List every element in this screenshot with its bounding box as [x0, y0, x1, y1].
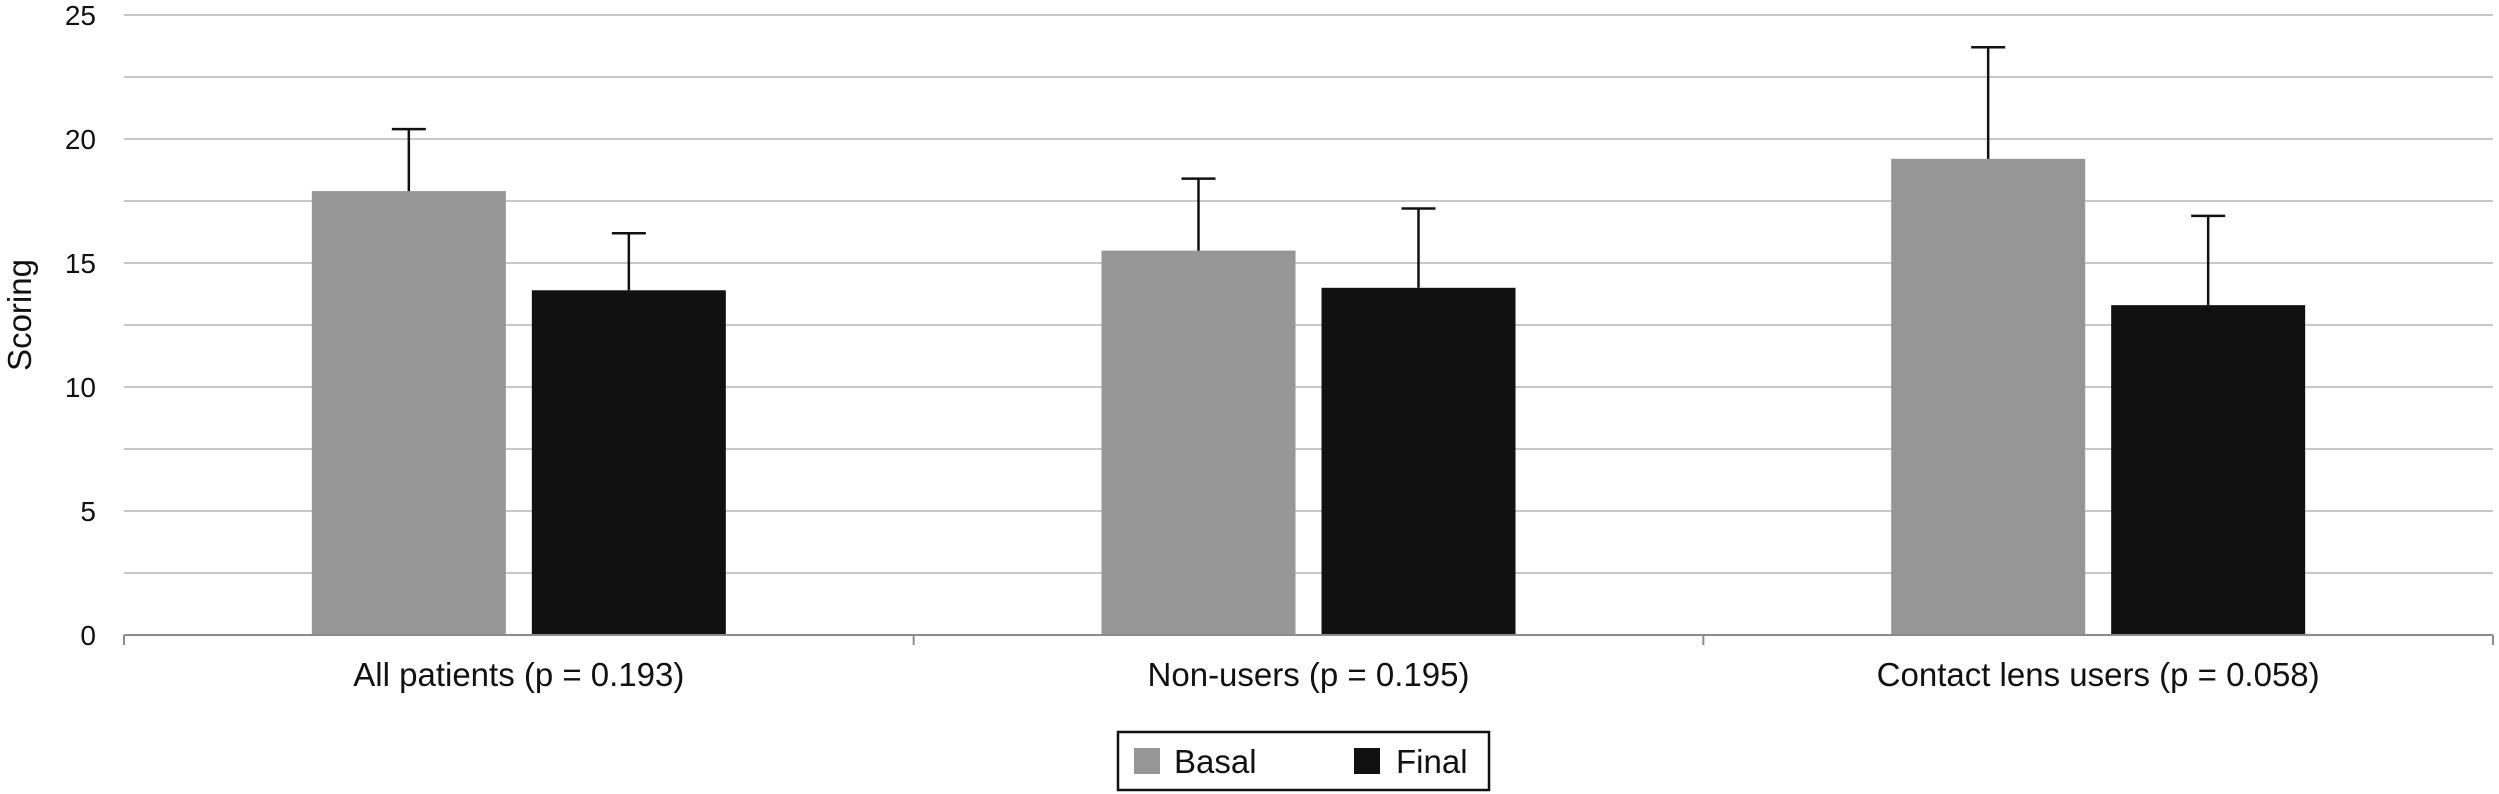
legend-label-final: Final: [1396, 743, 1468, 780]
x-category-label: Contact lens users (p = 0.058): [1877, 656, 2320, 693]
bar-basal: [1891, 158, 2086, 635]
x-axis: All patients (p = 0.193) Non-users (p = 0…: [123, 634, 2494, 693]
gridlines: [124, 14, 2493, 574]
bar-final: [2111, 305, 2306, 635]
y-tick-label: 25: [65, 0, 96, 31]
y-tick-label: 15: [65, 248, 96, 279]
y-axis-title: Scoring: [1, 259, 38, 371]
legend-box: [1116, 730, 1491, 792]
x-category-label: All patients (p = 0.193): [353, 656, 684, 693]
bar-final: [531, 290, 726, 635]
x-category-label: Non-users (p = 0.195): [1148, 656, 1470, 693]
legend-swatch-final: [1354, 748, 1380, 774]
bars: [311, 158, 2306, 635]
legend: Basal Final: [1116, 730, 1491, 792]
y-tick-label: 0: [80, 620, 96, 651]
bar-final: [1321, 287, 1516, 635]
error-bars: [391, 45, 2226, 306]
y-tick-label: 20: [65, 124, 96, 155]
y-axis-ticks: 0 5 10 15 20 25: [65, 0, 96, 651]
y-tick-label: 5: [80, 496, 96, 527]
bar-basal: [1101, 250, 1296, 635]
legend-label-basal: Basal: [1174, 743, 1257, 780]
legend-swatch-basal: [1134, 748, 1160, 774]
bar-basal: [311, 191, 506, 635]
y-tick-label: 10: [65, 372, 96, 403]
